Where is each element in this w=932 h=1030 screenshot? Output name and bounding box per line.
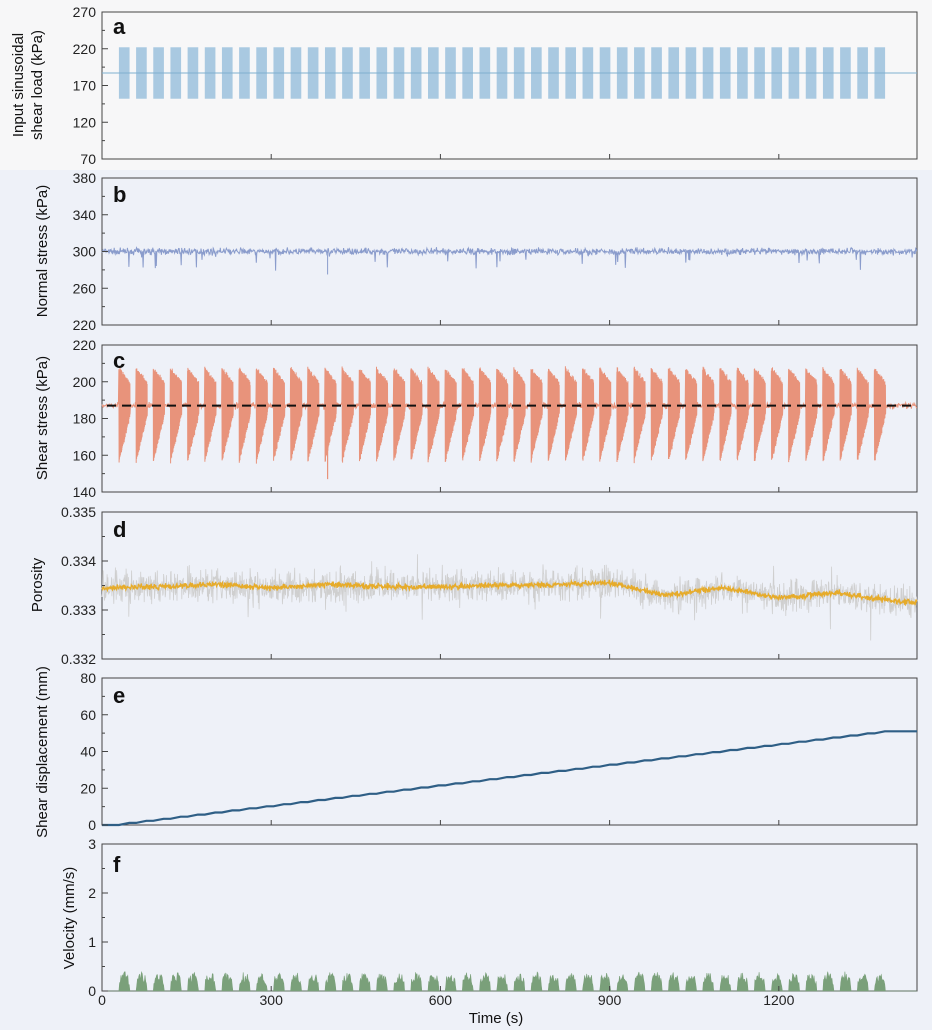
panel-e-ytick-label: 60 [80, 707, 96, 723]
panel-b-ytick-label: 260 [73, 280, 97, 296]
x-tick-label: 0 [98, 992, 106, 1008]
shear-displacement-series [102, 730, 918, 827]
panel-c-ytick-label: 140 [73, 484, 97, 500]
panel-d-ytick-label: 0.332 [61, 651, 96, 667]
panel-a: 70 120 170 220 270 a Input sinusoidal shear … [10, 4, 918, 167]
panel-e-ylabel: Shear displacement (mm) [34, 666, 51, 838]
panel-d-ytick-label: 0.333 [61, 602, 96, 618]
panel-f-ytick-label: 3 [88, 836, 96, 852]
panel-b-ytick-label: 300 [73, 244, 97, 260]
x-tick-label: 900 [598, 992, 622, 1008]
panel-c: 140 160 180 200 220 c Shear stress (kPa) [34, 337, 918, 500]
panel-d-letter: d [113, 517, 126, 542]
panel-a-ytick-label: 170 [73, 78, 97, 94]
panel-b-ytick-label: 220 [73, 317, 97, 333]
panel-c-ytick-label: 160 [73, 447, 97, 463]
x-axis-label: Time (s) [469, 1010, 523, 1027]
panel-a-ytick-label: 220 [73, 41, 97, 57]
panel-d-ylabel: Porosity [29, 557, 46, 612]
panel-f-ytick-label: 2 [88, 885, 96, 901]
panel-a-letter: a [113, 14, 126, 39]
panel-e-ytick-label: 0 [88, 817, 96, 833]
x-tick-label: 600 [429, 992, 453, 1008]
x-tick-label: 300 [260, 992, 284, 1008]
panel-e-ytick-label: 20 [80, 780, 96, 796]
panel-f-ylabel: Velocity (mm/s) [61, 867, 78, 970]
panel-e-letter: e [113, 683, 125, 708]
panel-c-ytick-label: 180 [73, 411, 97, 427]
velocity-series [102, 970, 917, 992]
panel-f-ytick-label: 1 [88, 934, 96, 950]
panel-f: 0 1 2 3 f Velocity (mm/s) [61, 836, 918, 999]
panel-f-ytick-label: 0 [88, 983, 96, 999]
x-axis: 0 300 600 900 1200 [98, 992, 794, 1008]
panel-f-letter: f [113, 852, 121, 877]
porosity-smoothed-series [101, 578, 918, 607]
panel-a-ytick-label: 270 [73, 4, 97, 20]
panel-a-ytick-label: 120 [73, 114, 97, 130]
panel-b-ytick-label: 340 [73, 207, 97, 223]
panel-d-ytick-label: 0.335 [61, 504, 96, 520]
panel-c-ylabel: Shear stress (kPa) [34, 356, 51, 480]
panel-a-ytick-label: 70 [80, 151, 96, 167]
panel-a-ylabel-line2: shear load (kPa) [29, 30, 46, 140]
x-tick-label: 1200 [763, 992, 794, 1008]
panel-b-letter: b [113, 182, 126, 207]
panel-a-ylabel-line1: Input sinusoidal [10, 33, 27, 137]
normal-stress-series [101, 246, 918, 271]
panel-c-letter: c [113, 348, 125, 373]
panel-b-ytick-label: 380 [73, 170, 97, 186]
panel-e: 0 20 40 60 80 e Shear displacement (mm) [34, 666, 918, 838]
panel-d: 0.332 0.333 0.334 0.335 d Porosity [29, 504, 918, 667]
panel-d-ytick-label: 0.334 [61, 553, 96, 569]
panel-c-ytick-label: 200 [73, 374, 97, 390]
panel-c-ytick-label: 220 [73, 337, 97, 353]
panel-b-ylabel: Normal stress (kPa) [34, 185, 51, 318]
panel-b: 220 260 300 340 380 b Normal stress (kPa) [34, 170, 918, 333]
panel-e-ytick-label: 80 [80, 670, 96, 686]
panel-e-ytick-label: 40 [80, 744, 96, 760]
